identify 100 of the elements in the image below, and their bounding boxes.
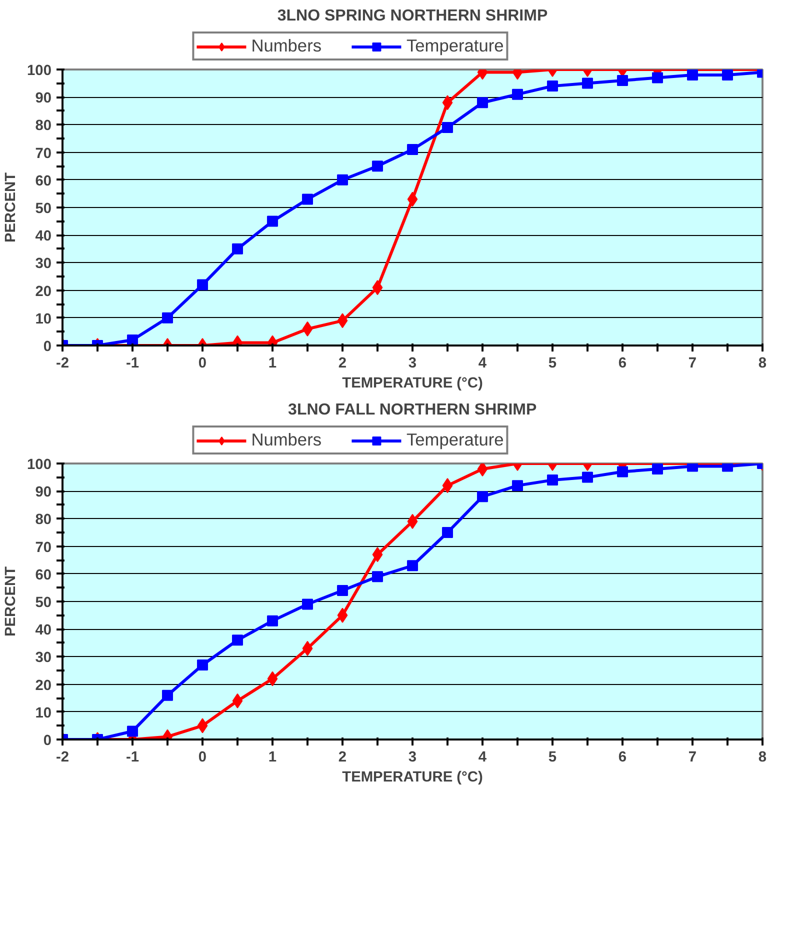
y-axis-title: PERCENT bbox=[3, 172, 20, 243]
y-tick-label: 20 bbox=[35, 678, 52, 694]
y-tick-label: 70 bbox=[35, 540, 52, 556]
x-tick-label: -2 bbox=[56, 750, 70, 766]
x-tick-label: 5 bbox=[548, 750, 557, 766]
y-tick-label: 80 bbox=[35, 118, 52, 134]
x-axis-title: TEMPERATURE (°C) bbox=[342, 770, 483, 786]
y-axis-title: PERCENT bbox=[3, 566, 20, 637]
y-tick-label: 10 bbox=[35, 705, 52, 722]
x-tick-label: 0 bbox=[198, 750, 207, 766]
x-tick-label: 6 bbox=[618, 356, 627, 372]
point bbox=[617, 75, 628, 86]
point bbox=[652, 72, 663, 84]
point bbox=[232, 693, 243, 708]
x-tick-label: 7 bbox=[688, 750, 697, 766]
point bbox=[127, 726, 138, 737]
y-tick-label: 60 bbox=[35, 567, 52, 584]
point bbox=[302, 321, 313, 336]
x-tick-label: 4 bbox=[478, 356, 488, 372]
point bbox=[267, 671, 278, 686]
point bbox=[127, 334, 138, 346]
x-tick-label: 0 bbox=[198, 356, 207, 372]
y-tick-label: 60 bbox=[35, 173, 52, 190]
point bbox=[442, 122, 453, 133]
x-tick-label: 5 bbox=[548, 356, 557, 372]
point bbox=[162, 690, 173, 701]
x-tick-label: -1 bbox=[126, 750, 140, 766]
point bbox=[197, 718, 208, 734]
point bbox=[197, 279, 208, 290]
point bbox=[267, 615, 278, 626]
y-tick-label: 30 bbox=[35, 650, 52, 666]
y-tick-label: 10 bbox=[35, 311, 52, 328]
y-tick-label: 90 bbox=[35, 90, 52, 107]
point bbox=[232, 634, 243, 646]
point bbox=[477, 97, 488, 108]
y-tick-label: 40 bbox=[35, 228, 52, 245]
point bbox=[302, 598, 313, 610]
y-tick-label: 20 bbox=[35, 284, 52, 300]
x-tick-label: 2 bbox=[338, 356, 347, 372]
point bbox=[267, 216, 278, 227]
x-tick-label: 6 bbox=[618, 750, 627, 766]
chart-title: 3LNO FALL NORTHERN SHRIMP bbox=[288, 402, 537, 418]
point bbox=[477, 491, 488, 502]
point bbox=[302, 640, 313, 656]
x-tick-label: -2 bbox=[56, 356, 70, 372]
x-tick-label: 1 bbox=[268, 750, 277, 766]
point bbox=[617, 466, 628, 478]
point bbox=[442, 527, 453, 538]
y-tick-label: 0 bbox=[43, 733, 52, 749]
point bbox=[372, 571, 383, 582]
y-tick-label: 50 bbox=[35, 595, 52, 611]
y-tick-label: 100 bbox=[27, 63, 52, 79]
point bbox=[582, 472, 593, 483]
y-tick-label: 40 bbox=[35, 622, 52, 639]
point bbox=[547, 474, 558, 486]
point bbox=[407, 192, 418, 207]
point bbox=[232, 243, 243, 254]
point bbox=[442, 95, 453, 110]
x-tick-label: 3 bbox=[408, 750, 417, 766]
legend-label: Temperature bbox=[406, 36, 504, 56]
point bbox=[372, 547, 383, 562]
point bbox=[477, 464, 488, 477]
y-tick-label: 0 bbox=[43, 339, 52, 355]
x-tick-label: 4 bbox=[478, 750, 488, 766]
y-tick-label: 100 bbox=[27, 457, 52, 473]
y-tick-label: 90 bbox=[35, 484, 52, 501]
point bbox=[512, 88, 523, 100]
x-tick-label: 8 bbox=[758, 356, 767, 372]
point bbox=[197, 659, 208, 670]
x-axis-title: TEMPERATURE (°C) bbox=[342, 376, 483, 392]
point bbox=[337, 608, 348, 623]
point bbox=[337, 174, 348, 186]
point bbox=[547, 80, 558, 92]
y-tick-label: 50 bbox=[35, 201, 52, 217]
point bbox=[372, 280, 383, 296]
legend-label: Temperature bbox=[406, 430, 504, 450]
y-tick-label: 30 bbox=[35, 256, 52, 272]
point bbox=[582, 78, 593, 89]
point bbox=[722, 70, 733, 81]
x-tick-label: 7 bbox=[688, 356, 697, 372]
legend-label: Numbers bbox=[251, 36, 322, 56]
point bbox=[407, 514, 418, 529]
y-tick-label: 70 bbox=[35, 146, 52, 162]
point bbox=[407, 144, 418, 156]
point bbox=[337, 313, 348, 328]
point bbox=[372, 160, 383, 172]
point bbox=[302, 194, 313, 205]
x-tick-label: 8 bbox=[758, 750, 767, 766]
x-tick-label: 3 bbox=[408, 356, 417, 372]
point bbox=[442, 478, 453, 494]
point bbox=[652, 464, 663, 475]
x-tick-label: 2 bbox=[338, 750, 347, 766]
point bbox=[407, 560, 418, 572]
x-tick-label: 1 bbox=[268, 356, 277, 372]
point bbox=[512, 480, 523, 492]
point bbox=[337, 584, 348, 596]
point bbox=[687, 70, 698, 81]
point bbox=[162, 312, 173, 324]
y-tick-label: 80 bbox=[35, 512, 52, 528]
legend-label: Numbers bbox=[251, 430, 322, 450]
